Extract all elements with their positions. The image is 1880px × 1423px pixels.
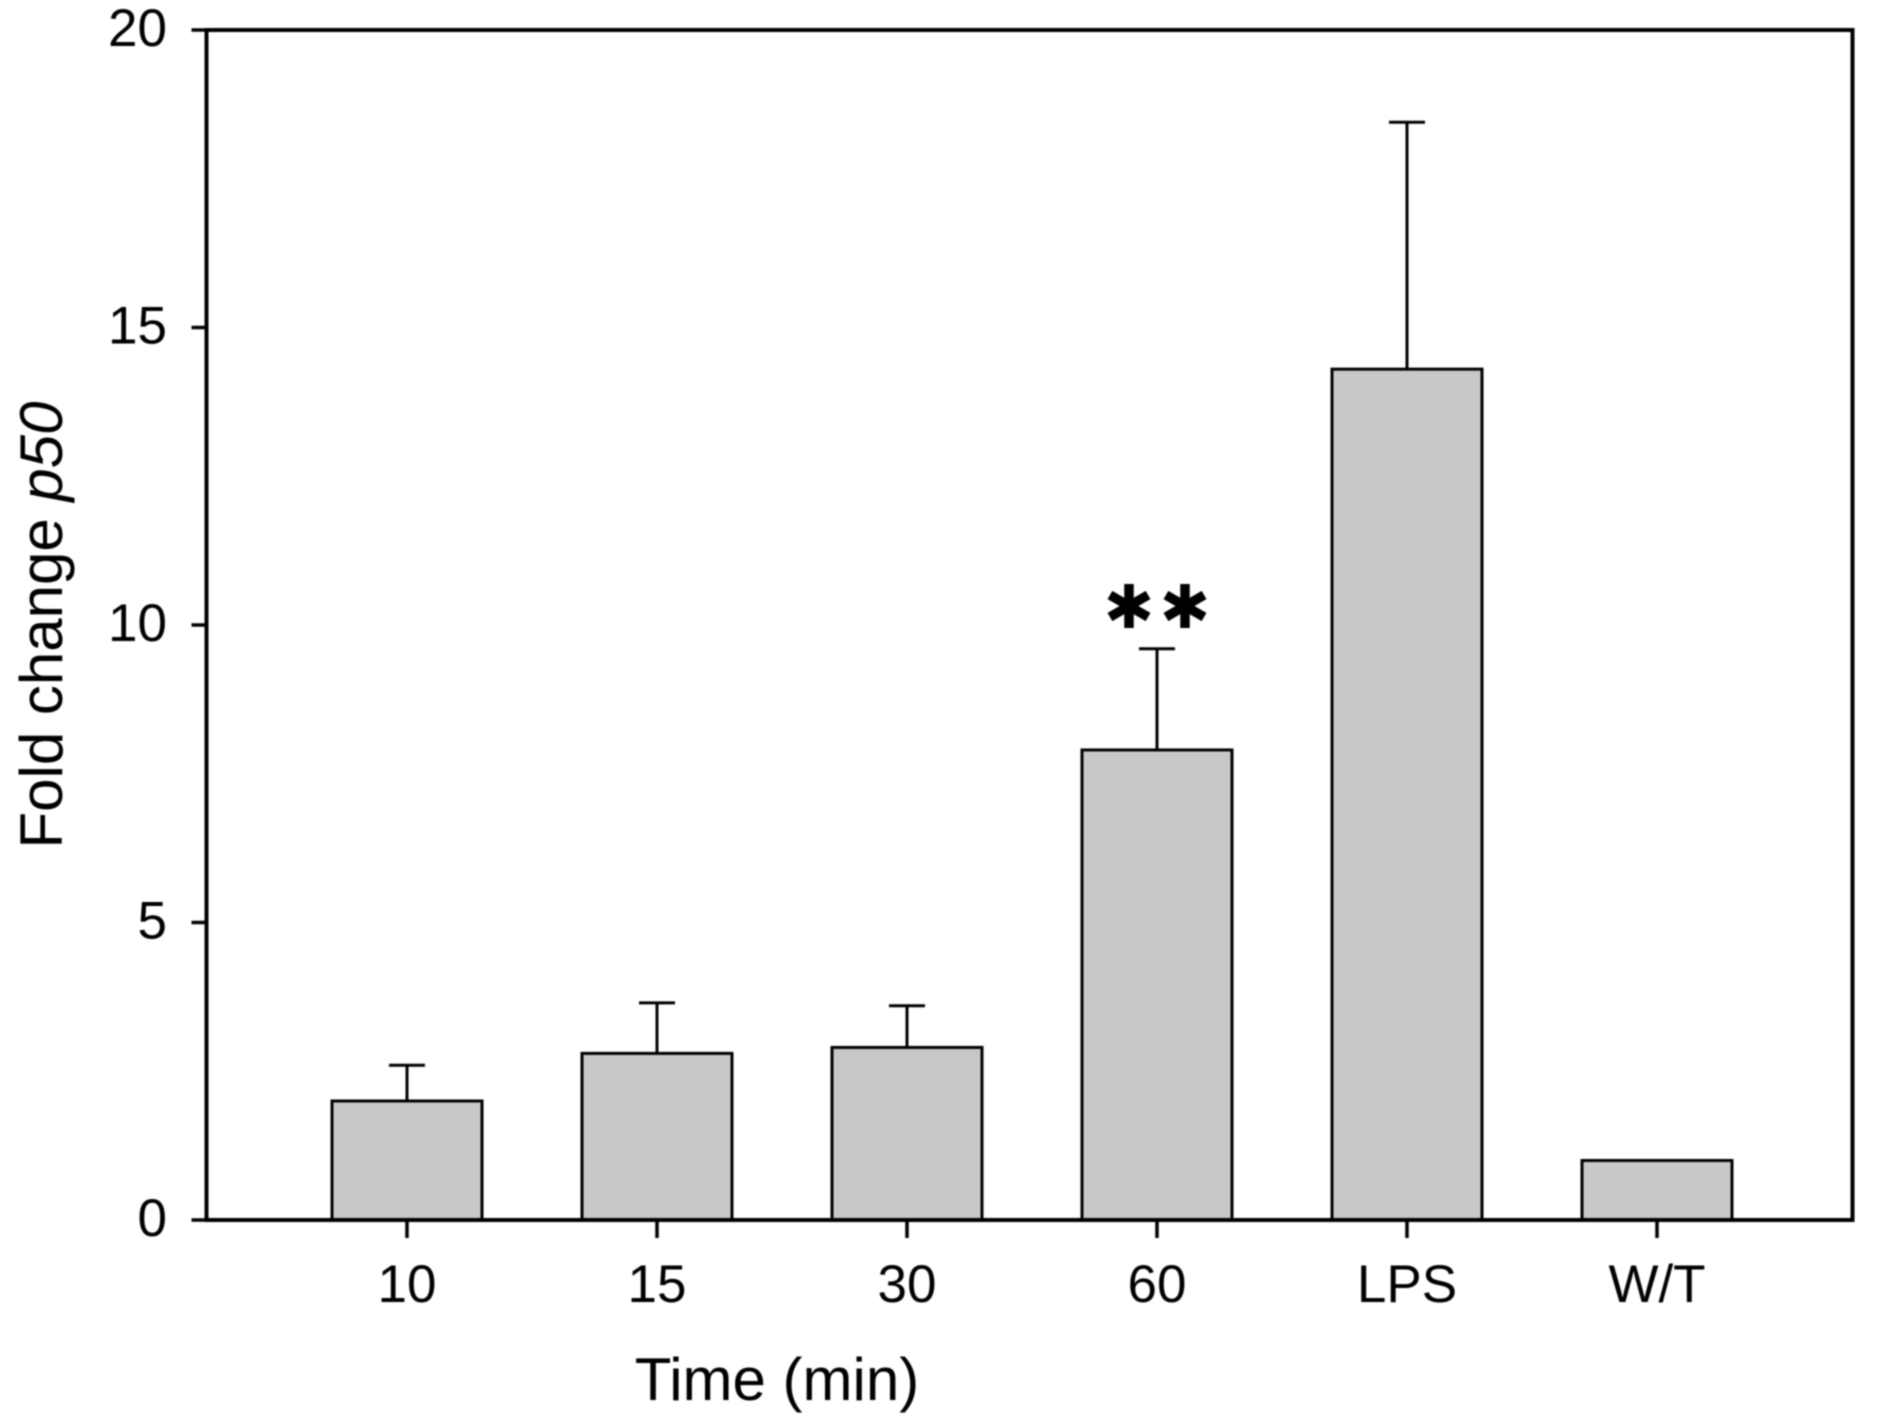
bars-group: [330, 367, 1734, 1222]
bar-10: [330, 1099, 484, 1222]
y-tick-label-5: 5: [138, 892, 167, 951]
asterisk-icon: [1107, 584, 1151, 628]
x-axis-label: Time (min): [635, 1346, 919, 1413]
bar-15: [580, 1051, 734, 1222]
y-tick-label-20: 20: [108, 0, 167, 58]
y-axis-label: Fold change p50: [8, 401, 75, 848]
y-tick-label-15: 15: [108, 297, 167, 356]
x-axis-tick-labels: 10 15 30 60 LPS W/T: [378, 1255, 1706, 1314]
bar-60: [1080, 748, 1234, 1222]
y-axis-label-regular: Fold change: [8, 502, 75, 849]
x-tick-label-LPS: LPS: [1357, 1255, 1457, 1314]
significance-annotation-60: [1107, 584, 1207, 628]
bar-W/T: [1580, 1159, 1734, 1222]
asterisk-arm: [1107, 590, 1151, 622]
y-axis-label-italic: p50: [8, 401, 75, 503]
x-axis-ticks: [405, 1220, 1659, 1238]
significance-annotations: [1107, 584, 1207, 628]
asterisk-arm: [1163, 590, 1207, 622]
x-tick-label-15: 15: [628, 1255, 687, 1314]
x-tick-label-30: 30: [878, 1255, 937, 1314]
y-tick-label-0: 0: [138, 1189, 167, 1248]
x-tick-label-W/T: W/T: [1608, 1255, 1705, 1314]
bar-LPS: [1330, 367, 1484, 1222]
y-tick-label-10: 10: [108, 594, 167, 653]
y-axis-ticks: [191, 28, 207, 1222]
bar-30: [830, 1045, 984, 1222]
error-bars-group: [389, 120, 1425, 1101]
x-tick-label-60: 60: [1128, 1255, 1187, 1314]
y-axis-tick-labels: 0 5 10 15 20: [108, 0, 167, 1248]
x-tick-label-10: 10: [378, 1255, 437, 1314]
asterisk-icon: [1163, 584, 1207, 628]
